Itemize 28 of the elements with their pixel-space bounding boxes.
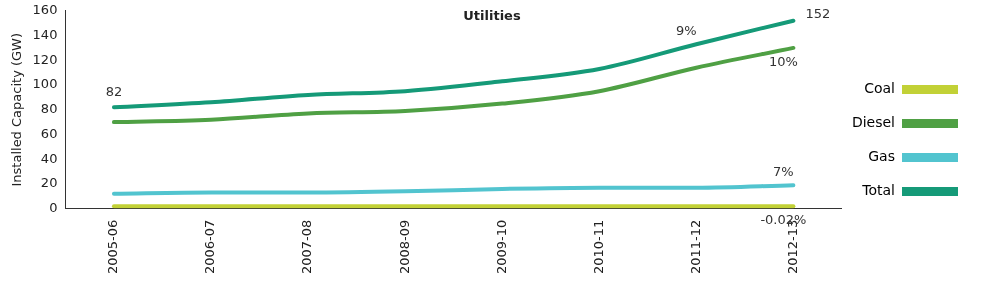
x-tick-label: 2007-08 — [299, 219, 315, 275]
y-tick-label: 80 — [40, 101, 58, 117]
y-tick-label: 40 — [40, 150, 58, 166]
line-series — [111, 183, 796, 196]
legend-label: Gas — [868, 148, 895, 165]
y-tick-label: 60 — [40, 125, 58, 141]
x-tick-label: 2010-11 — [590, 219, 606, 275]
y-tick-label: 20 — [40, 175, 58, 191]
x-tick-label: 2009-10 — [493, 219, 509, 275]
legend-label: Diesel — [851, 114, 895, 131]
annotation: 7% — [773, 164, 794, 180]
x-tick-label: 2005-06 — [105, 219, 121, 275]
y-tick-label: 160 — [32, 2, 58, 18]
y-tick-label: 120 — [32, 51, 58, 67]
annotation: 10% — [768, 53, 798, 69]
legend-label: Total — [861, 182, 895, 199]
x-tick-label: 2011-12 — [687, 219, 703, 275]
annotation: 9% — [676, 23, 697, 39]
data-label: 82 — [105, 84, 123, 100]
y-tick-label: 0 — [49, 200, 58, 216]
x-tick-label: 2006-07 — [202, 219, 218, 275]
x-tick-label: 2008-09 — [396, 219, 412, 275]
y-tick-label: 100 — [32, 76, 58, 92]
data-label: 152 — [805, 6, 831, 22]
y-axis-title: Installed Capacity (GW) — [9, 32, 25, 187]
y-tick-label: 140 — [32, 26, 58, 42]
legend-label: Coal — [864, 80, 895, 97]
chart-title: Utilities — [463, 8, 521, 24]
